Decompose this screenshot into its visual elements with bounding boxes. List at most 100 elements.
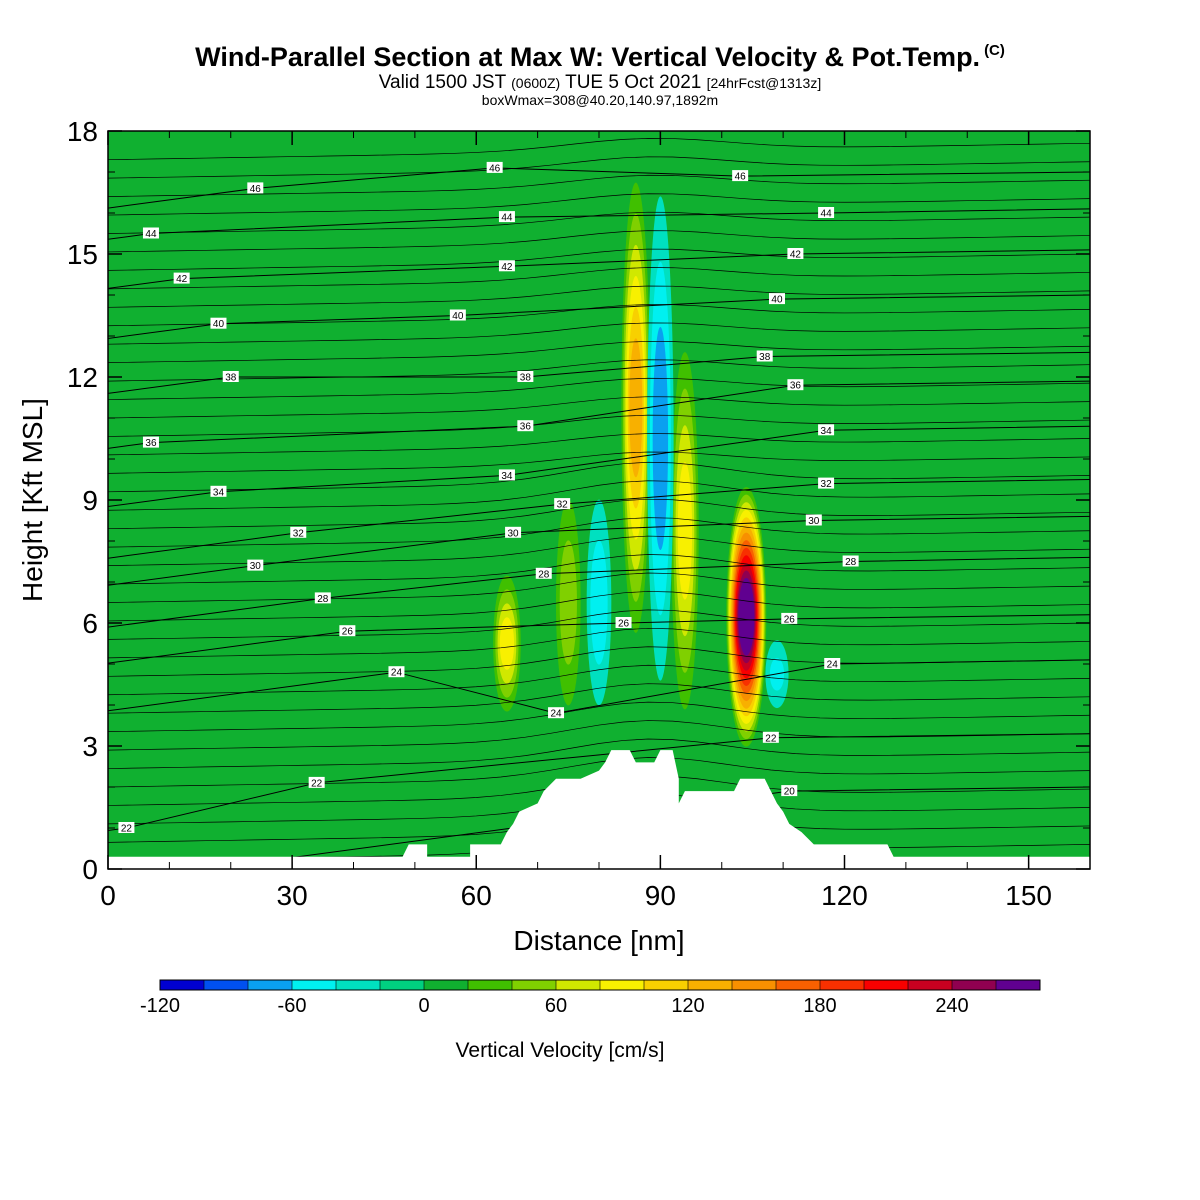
theta-label: 34	[821, 426, 833, 437]
theta-label-box	[517, 371, 534, 382]
theta-label-box	[548, 707, 565, 719]
w-feature	[671, 352, 699, 710]
theta-label-box	[388, 666, 405, 678]
theta-label: 38	[225, 373, 237, 384]
x-tick-label: 120	[821, 880, 868, 911]
theta-label-box	[222, 371, 239, 382]
theta-label-box	[787, 248, 804, 259]
x-tick-label: 150	[1005, 880, 1052, 911]
theta-label-box	[498, 260, 515, 272]
theta-label-box	[210, 317, 227, 329]
theta-line	[108, 627, 1090, 659]
theta-label: 30	[808, 516, 820, 527]
theta-label: 22	[765, 733, 777, 744]
theta-line	[108, 480, 1090, 511]
theta-line	[108, 377, 1090, 400]
colorbar-swatch	[468, 980, 513, 990]
theta-label: 34	[213, 487, 225, 498]
chart-subtitle: Valid 1500 JST (0600Z) TUE 5 Oct 2021 [2…	[0, 72, 1200, 94]
theta-label-box	[787, 379, 804, 391]
theta-label-box	[498, 469, 515, 481]
w-feature	[726, 487, 767, 747]
forecast-info: [24hrFcst@1313z]	[706, 75, 822, 91]
w-band	[559, 540, 577, 665]
theta-line	[108, 211, 1090, 234]
theta-line	[108, 451, 1090, 474]
theta-line	[108, 230, 1090, 253]
theta-label-box	[247, 182, 264, 194]
colorbar-swatch	[204, 980, 249, 990]
theta-label: 46	[735, 172, 747, 183]
valid-time: Valid 1500 JST	[378, 72, 506, 93]
theta-line	[108, 267, 1090, 290]
theta-label: 40	[452, 311, 464, 322]
theta-label: 22	[311, 778, 323, 789]
theta-label: 26	[342, 627, 354, 638]
theta-label: 24	[391, 668, 403, 679]
colorbar-tick-label: -120	[140, 995, 180, 1017]
theta-label-box	[142, 227, 159, 239]
colorbar-tick-label: -60	[278, 995, 307, 1017]
theta-label-box	[498, 211, 515, 223]
w-band	[499, 617, 515, 670]
theta-line	[108, 664, 1090, 696]
x-tick-label: 30	[277, 880, 308, 911]
theta-label-box	[781, 785, 798, 797]
theta-label-box	[118, 822, 135, 833]
theta-line	[108, 554, 1090, 585]
colorbar-swatch	[380, 980, 425, 990]
colorbar-swatch	[732, 980, 777, 990]
theta-line	[108, 591, 1090, 622]
theta-label: 30	[250, 561, 262, 572]
theta-line	[108, 156, 1090, 179]
colorbar-label: Vertical Velocity [cm/s]	[456, 1039, 665, 1062]
theta-line	[108, 304, 1090, 327]
theta-label-box	[339, 625, 356, 637]
theta-label: 36	[520, 422, 532, 433]
theta-label: 32	[557, 500, 569, 511]
theta-label: 36	[145, 438, 157, 449]
y-tick-label: 18	[67, 116, 98, 147]
theta-label-box	[210, 485, 227, 497]
colorbar-swatch	[952, 980, 997, 990]
colorbar-tick-label: 180	[803, 995, 836, 1017]
colorbar-swatch	[776, 980, 821, 990]
theta-label: 38	[759, 352, 771, 363]
theta-label-box	[314, 592, 331, 604]
theta-label-box	[732, 170, 749, 182]
theta-label-box	[486, 161, 503, 173]
theta-line	[108, 322, 1090, 345]
theta-label: 40	[213, 319, 225, 330]
theta-label-box	[308, 776, 325, 788]
terrain-profile	[108, 750, 1090, 869]
colorbar-swatch	[644, 980, 689, 990]
colorbar-swatch	[556, 980, 601, 990]
theta-label: 24	[550, 709, 562, 720]
w-band	[740, 593, 753, 641]
colorbar-tick-label: 60	[545, 995, 567, 1017]
theta-label-box	[517, 420, 534, 432]
theta-line	[108, 609, 1090, 640]
x-axis-label: Distance [nm]	[513, 925, 684, 956]
theta-line	[108, 572, 1090, 603]
x-tick-label: 0	[100, 880, 116, 911]
chart-title-text: Wind-Parallel Section at Max W: Vertical…	[195, 42, 981, 72]
theta-label-box	[505, 526, 522, 538]
theta-line	[108, 285, 1090, 308]
chart-title: Wind-Parallel Section at Max W: Vertical…	[0, 42, 1200, 73]
theta-line	[108, 757, 1090, 788]
y-tick-label: 6	[82, 608, 98, 639]
theta-label-box	[142, 436, 159, 448]
theta-line	[108, 517, 1090, 548]
theta-label-box	[805, 514, 822, 526]
theta-label: 42	[176, 274, 188, 285]
terrain	[108, 750, 1090, 869]
theta-label: 22	[121, 824, 133, 835]
w-feature	[493, 575, 521, 712]
theta-label: 28	[538, 569, 550, 580]
theta-line	[108, 340, 1090, 363]
y-axis-label: Height [Kft MSL]	[17, 398, 48, 602]
y-tick-label: 0	[82, 854, 98, 885]
